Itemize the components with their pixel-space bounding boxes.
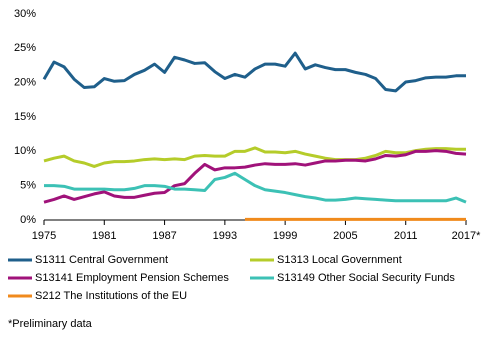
legend-label: S13141 Employment Pension Schemes — [35, 272, 229, 284]
legend-label: S13149 Other Social Security Funds — [277, 272, 455, 284]
y-tick-label: 10% — [14, 145, 36, 157]
y-tick-label: 15% — [14, 111, 36, 123]
x-tick-label: 2005 — [333, 230, 357, 242]
y-tick-label: 5% — [20, 180, 36, 192]
series-line — [42, 51, 466, 93]
x-tick-label: 1981 — [92, 230, 116, 242]
legend-label: S1313 Local Government — [277, 254, 402, 266]
legend-label: S1311 Central Government — [35, 254, 168, 266]
note: *Preliminary data — [8, 318, 93, 330]
y-tick-label: 25% — [14, 42, 36, 54]
legend-label: S212 The Institutions of the EU — [35, 290, 187, 302]
y-tick-label: 30% — [14, 8, 36, 20]
y-tick-label: 0% — [20, 214, 36, 226]
x-tick-label: 1975 — [32, 230, 56, 242]
x-tick-label: 1987 — [152, 230, 176, 242]
series-line — [43, 146, 466, 168]
series-line — [43, 149, 467, 204]
x-tick-label: 1993 — [213, 230, 237, 242]
x-tick-label: 2011 — [394, 230, 418, 242]
series-line — [44, 171, 467, 204]
y-tick-label: 20% — [14, 77, 36, 89]
x-tick-label: 1999 — [273, 230, 297, 242]
x-tick-label: 2017* — [452, 230, 481, 242]
